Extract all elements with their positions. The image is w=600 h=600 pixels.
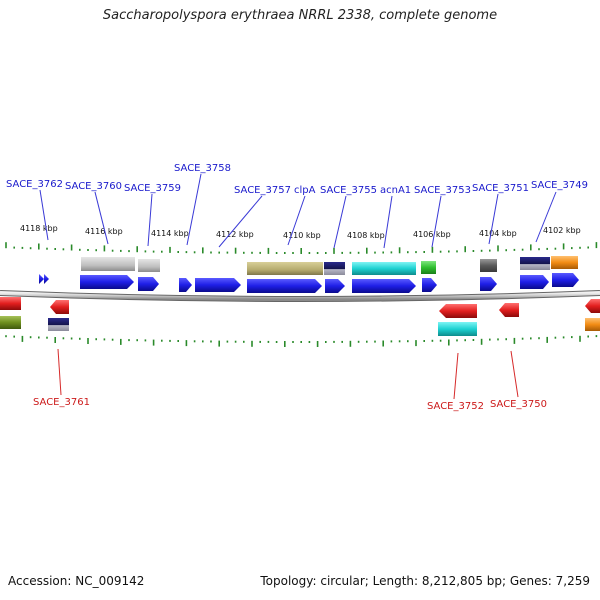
gene-feature-khaki-3757 bbox=[247, 262, 323, 275]
gene-label-sace-3762: SACE_3762 bbox=[6, 179, 63, 190]
forward-gene-labels: SACE_3762 SACE_3760 SACE_3759 SACE_3758 … bbox=[6, 163, 588, 196]
kbp-label-4114: 4114 kbp bbox=[151, 229, 189, 238]
inner-tick-ring bbox=[5, 335, 598, 347]
gene-label-sace-3749: SACE_3749 bbox=[531, 180, 588, 191]
gene-arrow-red-3750 bbox=[499, 303, 519, 317]
gene-feature-cyan-3752 bbox=[438, 322, 477, 336]
reverse-strand-features bbox=[0, 297, 600, 336]
gene-arrow-blue-3749b bbox=[552, 273, 579, 287]
gene-label-sace-3759: SACE_3759 bbox=[124, 183, 181, 194]
gene-feature-navy-3761 bbox=[48, 318, 69, 331]
gene-arrow-blue-3758b bbox=[195, 278, 241, 292]
gene-label-sace-3757: SACE_3757 bbox=[234, 185, 291, 196]
gene-label-sace-3758: SACE_3758 bbox=[174, 163, 231, 174]
gene-feature-navy-3749 bbox=[520, 257, 550, 270]
gene-arrow-blue-3762b bbox=[44, 274, 49, 284]
gene-label-sace-3752: SACE_3752 bbox=[427, 401, 484, 412]
gene-label-sace-3753: SACE_3753 bbox=[414, 185, 471, 196]
genome-backbone-highlight bbox=[0, 291, 600, 301]
kbp-label-4112: 4112 kbp bbox=[216, 230, 254, 239]
gene-arrow-blue-3755 bbox=[325, 279, 345, 293]
gene-arrow-blue-3762a bbox=[39, 274, 44, 284]
accession-text: Accession: NC_009142 bbox=[8, 574, 145, 588]
page-title: Saccharopolyspora erythraea NRRL 2338, c… bbox=[102, 8, 498, 23]
gene-feature-gray-3759 bbox=[138, 259, 160, 272]
gene-feature-orange-right-edge bbox=[585, 318, 600, 331]
kbp-label-4102: 4102 kbp bbox=[543, 226, 581, 235]
kbp-label-4116: 4116 kbp bbox=[85, 227, 123, 236]
gene-arrow-blue-3753 bbox=[422, 278, 437, 292]
reverse-leader-lines bbox=[57, 348, 519, 400]
gene-label-sace-3755: SACE_3755 bbox=[320, 185, 377, 196]
gene-feature-green-3753 bbox=[421, 261, 436, 274]
gene-arrow-red-left-edge bbox=[0, 297, 21, 310]
gene-label-sace-3751: SACE_3751 bbox=[472, 183, 529, 194]
gene-arrow-red-right-edge bbox=[585, 299, 600, 313]
gene-label-sace-3760: SACE_3760 bbox=[65, 181, 122, 192]
outer-tick-ring bbox=[5, 242, 598, 254]
gene-feature-cyan-acna1 bbox=[352, 262, 416, 275]
gene-feature-darkgray-3751 bbox=[480, 259, 497, 272]
gene-feature-orange-3749 bbox=[551, 256, 578, 269]
gene-feature-navy-3755 bbox=[324, 262, 345, 275]
gene-label-clpa: clpA bbox=[294, 185, 316, 196]
gene-arrow-blue-3749a bbox=[520, 275, 549, 289]
gene-arrow-blue-3757 bbox=[247, 279, 322, 293]
gene-feature-gray-3760 bbox=[81, 257, 135, 271]
gene-label-acna1: acnA1 bbox=[380, 185, 411, 196]
genome-summary-text: Topology: circular; Length: 8,212,805 bp… bbox=[260, 574, 590, 588]
gene-arrow-blue-3760 bbox=[80, 275, 134, 289]
gene-arrow-red-3761 bbox=[50, 300, 69, 314]
gene-label-sace-3750: SACE_3750 bbox=[490, 399, 547, 410]
gene-arrow-blue-3759 bbox=[138, 277, 159, 291]
kbp-label-4118: 4118 kbp bbox=[20, 224, 58, 233]
kbp-label-4106: 4106 kbp bbox=[413, 230, 451, 239]
kbp-label-4108: 4108 kbp bbox=[347, 231, 385, 240]
forward-strand-features bbox=[39, 256, 579, 293]
kbp-label-4104: 4104 kbp bbox=[479, 229, 517, 238]
gene-arrow-blue-3758a bbox=[179, 278, 192, 292]
forward-leader-lines bbox=[39, 173, 557, 249]
gene-feature-olive-left-edge bbox=[0, 316, 21, 329]
gene-arrow-blue-acna1 bbox=[352, 279, 416, 293]
reverse-gene-labels: SACE_3761 SACE_3752 SACE_3750 bbox=[33, 397, 547, 412]
kbp-label-4110: 4110 kbp bbox=[283, 231, 321, 240]
kbp-tick-labels: 4118 kbp 4116 kbp 4114 kbp 4112 kbp 4110… bbox=[20, 224, 581, 240]
gene-arrow-red-3752 bbox=[439, 304, 477, 318]
gene-label-sace-3761: SACE_3761 bbox=[33, 397, 90, 408]
gene-arrow-blue-3751 bbox=[480, 277, 497, 291]
